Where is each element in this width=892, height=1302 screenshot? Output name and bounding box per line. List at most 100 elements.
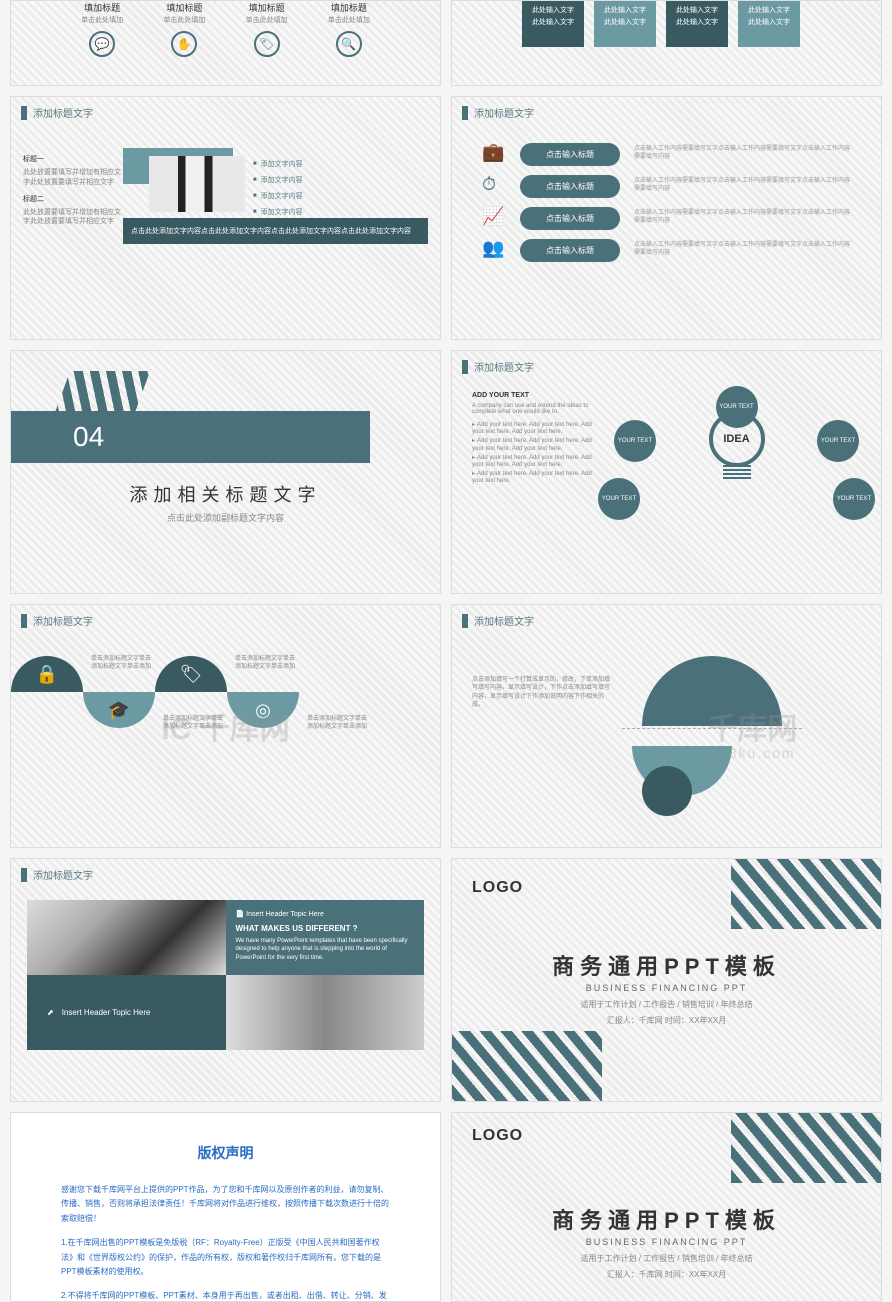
arc-text: 单击添加标题文字单击添加标题文字单击添加 bbox=[231, 652, 301, 676]
slide-8: 添加标题文字 点击添加填写一个打算成显示的，修改，下单添加填写填写内容，显示填写… bbox=[451, 604, 882, 848]
circle-shape bbox=[642, 766, 692, 816]
feature-pill: 点击输入标题 bbox=[520, 239, 620, 262]
idea-bullet: Add your text here. Add your text here. … bbox=[472, 470, 602, 486]
section-title: 添加相关标题文字 bbox=[11, 481, 440, 507]
feature-row: 💼 点击输入标题点击输入工作内容需要填写文字点击输入工作内容需要填写文字点击输入工… bbox=[452, 138, 881, 170]
feature-icon: ⏱ bbox=[482, 174, 506, 198]
feature-desc: 点击输入工作内容需要填写文字点击输入工作内容需要填写文字点击输入工作内容需要填写… bbox=[634, 242, 851, 258]
feature-icon: 💼 bbox=[482, 142, 506, 166]
color-box: 此处输入文字此处输入文字 bbox=[666, 1, 728, 47]
dark-bar: 点击此处添加文字内容点击此处添加文字内容点击此处添加文字内容点击此处添加文字内容 bbox=[123, 218, 428, 244]
feature-pill: 点击输入标题 bbox=[520, 143, 620, 166]
bullet-item: 添加文字内容 bbox=[253, 204, 303, 220]
copyright-title: 版权声明 bbox=[61, 1143, 390, 1163]
arc-item: 🎓单击添加标题文字单击添加标题文字单击添加 bbox=[83, 692, 155, 728]
arc-text: 单击添加标题文字单击添加标题文字单击添加 bbox=[87, 652, 157, 676]
arc-item: ◎单击添加标题文字单击添加标题文字单击添加 bbox=[227, 692, 299, 728]
cover-sub2: 适用于工作计划 / 工作报告 / 销售培训 / 年终总结 bbox=[452, 999, 881, 1010]
sub2-text: 此处放置要填写并增加有相应文字此处放置要填写并相应文字 bbox=[23, 208, 123, 228]
idea-node: YOUR TEXT bbox=[817, 420, 859, 462]
slide-3: 添加标题文字 标题一 此处放置要填写并增加有相应文字此处放置要填写并相应文字 标… bbox=[10, 96, 441, 340]
card-icon: 🔍 bbox=[336, 31, 362, 57]
teal-panel: 📄 Insert Header Topic Here WHAT MAKES US… bbox=[226, 900, 425, 975]
info-card: 填加标题单击此处填加💬 bbox=[66, 1, 138, 57]
sub1-title: 标题一 bbox=[23, 154, 123, 164]
arc-item: 🔒单击添加标题文字单击添加标题文字单击添加 bbox=[11, 656, 83, 692]
sub1-text: 此处放置要填写并增加有相应文字此处放置要填写并相应文字 bbox=[23, 168, 123, 188]
slide-12-cover: LOGO 商务通用PPT模板 BUSINESS FINANCING PPT 适用… bbox=[451, 1112, 882, 1302]
idea-bullet: Add your text here. Add your text here. … bbox=[472, 437, 602, 453]
sub2-title: 标题二 bbox=[23, 194, 123, 204]
copyright-p2: 1.在千库网出售的PPT模板是免版税（RF：Royalty-Free）正版受《中… bbox=[61, 1236, 390, 1279]
feature-row: ⏱ 点击输入标题点击输入工作内容需要填写文字点击输入工作内容需要填写文字点击输入工… bbox=[452, 170, 881, 202]
slide-7: 添加标题文字 🔒单击添加标题文字单击添加标题文字单击添加🎓单击添加标题文字单击添… bbox=[10, 604, 441, 848]
arc-icon: ◎ bbox=[227, 692, 299, 728]
slide-9: 添加标题文字 📄 Insert Header Topic Here WHAT M… bbox=[10, 858, 441, 1102]
slide-title: 添加标题文字 bbox=[474, 359, 534, 374]
bullet-item: 添加文字内容 bbox=[253, 172, 303, 188]
info-card: 填加标题单击此处填加✋ bbox=[148, 1, 220, 57]
slide-title: 添加标题文字 bbox=[474, 105, 534, 120]
slide-4: 添加标题文字 💼点击输入标题点击输入工作内容需要填写文字点击输入工作内容需要填写… bbox=[451, 96, 882, 340]
slide-title: 添加标题文字 bbox=[33, 613, 93, 628]
arc-text: 单击添加标题文字单击添加标题文字单击添加 bbox=[303, 712, 373, 736]
color-box: 此处输入文字此处输入文字 bbox=[522, 1, 584, 47]
cover-sub1: BUSINESS FINANCING PPT bbox=[452, 983, 881, 993]
bullet-item: 添加文字内容 bbox=[253, 156, 303, 172]
feature-desc: 点击输入工作内容需要填写文字点击输入工作内容需要填写文字点击输入工作内容需要填写… bbox=[634, 178, 851, 194]
slide-title: 添加标题文字 bbox=[33, 105, 93, 120]
feature-row: 👥 点击输入标题点击输入工作内容需要填写文字点击输入工作内容需要填写文字点击输入工… bbox=[452, 234, 881, 266]
card-icon: 🏷 bbox=[254, 31, 280, 57]
feature-desc: 点击输入工作内容需要填写文字点击输入工作内容需要填写文字点击输入工作内容需要填写… bbox=[634, 210, 851, 226]
arc-shape bbox=[642, 656, 782, 726]
copyright-p1: 感谢您下载千库网平台上提供的PPT作品，为了您和千库网以及原创作者的利益，请勿复… bbox=[61, 1183, 390, 1226]
idea-node: YOUR TEXT bbox=[598, 478, 640, 520]
feature-row: 📈 点击输入标题点击输入工作内容需要填写文字点击输入工作内容需要填写文字点击输入工… bbox=[452, 202, 881, 234]
copyright-p3: 2.不得将千库网的PPT模板、PPT素材、本身用于再出售，或者出租、出借、转让、… bbox=[61, 1289, 390, 1302]
feature-desc: 点击输入工作内容需要填写文字点击输入工作内容需要填写文字点击输入工作内容需要填写… bbox=[634, 146, 851, 162]
cover-title: 商务通用PPT模板 bbox=[452, 1203, 881, 1235]
slide-title: 添加标题文字 bbox=[474, 613, 534, 628]
color-box: 此处输入文字此处输入文字 bbox=[594, 1, 656, 47]
cover-sub3: 汇报人：千库网 时间：XX年XX月 bbox=[452, 1015, 881, 1026]
idea-bullet: Add your text here. Add your text here. … bbox=[472, 421, 602, 437]
idea-bullet: Add your text here. Add your text here. … bbox=[472, 454, 602, 470]
arc-icon: 🔒 bbox=[11, 656, 83, 692]
slide-11-copyright: 版权声明 感谢您下载千库网平台上提供的PPT作品，为了您和千库网以及原创作者的利… bbox=[10, 1112, 441, 1302]
color-box: 此处输入文字此处输入文字 bbox=[738, 1, 800, 47]
arc-icon: 🎓 bbox=[83, 692, 155, 728]
idea-node: YOUR TEXT bbox=[716, 386, 758, 428]
placeholder-image bbox=[226, 975, 425, 1050]
card-icon: 💬 bbox=[89, 31, 115, 57]
slide-10-cover: LOGO 商务通用PPT模板 BUSINESS FINANCING PPT 适用… bbox=[451, 858, 882, 1102]
section-number: 04 bbox=[73, 421, 104, 453]
feature-icon: 📈 bbox=[482, 206, 506, 230]
slide-1: 填加标题单击此处填加💬填加标题单击此处填加✋填加标题单击此处填加🏷填加标题单击此… bbox=[10, 0, 441, 86]
arc-item: 🏷单击添加标题文字单击添加标题文字单击添加 bbox=[155, 656, 227, 692]
slide-5-section: 04 添加相关标题文字 点击此处添加副标题文字内容 bbox=[10, 350, 441, 594]
slide-title: 添加标题文字 bbox=[33, 867, 93, 882]
arc-icon: 🏷 bbox=[155, 656, 227, 692]
feature-icon: 👥 bbox=[482, 238, 506, 262]
slide8-text: 点击添加填写一个打算成显示的，修改，下单添加填写填写内容，显示填写设计，下作点击… bbox=[472, 656, 612, 710]
idea-node: YOUR TEXT bbox=[833, 478, 875, 520]
idea-heading: ADD YOUR TEXT bbox=[472, 392, 602, 399]
placeholder-image bbox=[27, 900, 226, 975]
feature-pill: 点击输入标题 bbox=[520, 175, 620, 198]
slide-6-idea: 添加标题文字 ADD YOUR TEXT A company can use a… bbox=[451, 350, 882, 594]
arc-text: 单击添加标题文字单击添加标题文字单击添加 bbox=[159, 712, 229, 736]
idea-sub: A company can use and extend the ideas t… bbox=[472, 403, 602, 415]
dark-panel: ⬈Insert Header Topic Here bbox=[27, 975, 226, 1050]
cover-sub3: 汇报人：千库网 时间：XX年XX月 bbox=[452, 1269, 881, 1280]
feature-pill: 点击输入标题 bbox=[520, 207, 620, 230]
info-card: 填加标题单击此处填加🏷 bbox=[231, 1, 303, 57]
info-card: 填加标题单击此处填加🔍 bbox=[313, 1, 385, 57]
slide-2: 此处输入文字此处输入文字此处输入文字此处输入文字此处输入文字此处输入文字此处输入… bbox=[451, 0, 882, 86]
cover-sub1: BUSINESS FINANCING PPT bbox=[452, 1237, 881, 1247]
card-icon: ✋ bbox=[171, 31, 197, 57]
cover-sub2: 适用于工作计划 / 工作报告 / 销售培训 / 年终总结 bbox=[452, 1253, 881, 1264]
bullet-item: 添加文字内容 bbox=[253, 188, 303, 204]
logo-text: LOGO bbox=[472, 879, 523, 897]
idea-node: YOUR TEXT bbox=[614, 420, 656, 462]
cover-title: 商务通用PPT模板 bbox=[452, 949, 881, 981]
